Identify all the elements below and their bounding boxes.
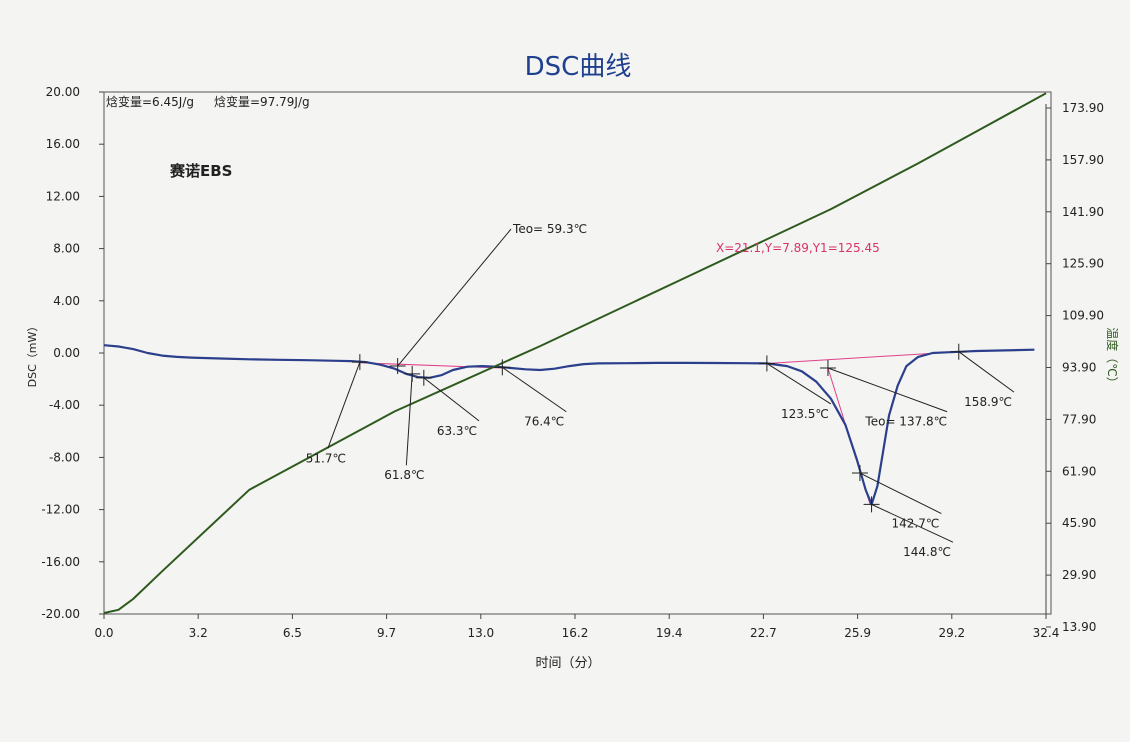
annotation-label: 158.9℃ <box>964 395 1012 409</box>
axes: 0.0 3.2 6.5 9.7 13.0 16.2 19.4 22.7 25.9 29.2 32.4… <box>41 85 1104 640</box>
y-tick-label: -20.00 <box>41 607 80 621</box>
y2-tick-label: 157.90 <box>1062 153 1104 167</box>
y-axis-label: DSC（mW） <box>26 321 39 388</box>
annotation-label: 142.7℃ <box>891 517 939 531</box>
x-tick-label: 9.7 <box>377 626 396 640</box>
y-tick-label: -16.00 <box>41 555 80 569</box>
x-tick-label: 3.2 <box>189 626 208 640</box>
y2-tick-label: 109.90 <box>1062 309 1104 323</box>
y-tick-label: -12.00 <box>41 503 80 517</box>
x-tick-label: 13.0 <box>467 626 494 640</box>
x-tick-label: 25.9 <box>844 626 871 640</box>
y-tick-label: 20.00 <box>46 85 80 99</box>
annotation-label: Teo= 59.3℃ <box>512 222 587 236</box>
y2-tick-label: 29.90 <box>1062 568 1096 582</box>
y2-tick-label: 45.90 <box>1062 516 1096 530</box>
x-tick-label: 22.7 <box>750 626 777 640</box>
y-tick-label: 8.00 <box>53 242 80 256</box>
x-tick-label: 32.4 <box>1033 626 1060 640</box>
dsc-curve <box>103 344 1035 506</box>
annotation-label: 123.5℃ <box>781 407 829 421</box>
y2-tick-label: 125.90 <box>1062 257 1104 271</box>
y-tick-label: 12.00 <box>46 189 80 203</box>
enthalpy-label-1: 焓变量=6.45J/g <box>106 94 194 109</box>
series-layer <box>103 92 1047 614</box>
y-tick-label: 0.00 <box>53 346 80 360</box>
x-tick-label: 6.5 <box>283 626 302 640</box>
y-tick-label: 4.00 <box>53 294 80 308</box>
x-tick-label: 19.4 <box>656 626 683 640</box>
sample-label: 赛诺EBS <box>169 162 232 180</box>
cursor-readout: X=21.1,Y=7.89,Y1=125.45 <box>716 241 880 255</box>
y2-axis-label: 温度（℃） <box>1105 327 1120 388</box>
annotation-label: 63.3℃ <box>437 424 477 438</box>
x-axis-label: 时间（分） <box>535 656 600 671</box>
enthalpy-label-2: 焓变量=97.79J/g <box>214 94 310 109</box>
annotation-leader <box>766 363 832 405</box>
annotation-leader <box>423 377 480 422</box>
annotation-leader <box>871 503 954 543</box>
y2-tick-label: 173.90 <box>1062 101 1104 115</box>
x-tick-label: 29.2 <box>938 626 965 640</box>
annotation-label: 144.8℃ <box>903 545 951 559</box>
annotation-label: 76.4℃ <box>524 415 564 429</box>
annotation-leader <box>502 366 567 413</box>
y2-tick-label: 13.90 <box>1062 620 1096 634</box>
annotation-label: 51.7℃ <box>306 451 346 465</box>
y-tick-label: -4.00 <box>49 398 80 412</box>
y2-tick-label: 61.90 <box>1062 464 1096 478</box>
temperature-curve <box>103 92 1047 614</box>
y2-tick-label: 93.90 <box>1062 361 1096 375</box>
y-tick-label: -8.00 <box>49 450 80 464</box>
y2-tick-label: 77.90 <box>1062 412 1096 426</box>
annotation-label: 61.8℃ <box>384 468 424 482</box>
y2-tick-label: 141.90 <box>1062 205 1104 219</box>
annotation-leader <box>859 472 942 514</box>
annotation-leader <box>827 367 948 413</box>
chart-title: DSC曲线 <box>525 52 632 82</box>
annotation-leader <box>958 351 1015 393</box>
annotation-leader <box>397 228 512 367</box>
annotation-layer: 51.7℃ Teo= 59.3℃ 61.8℃ 63.3℃ 76.4℃ 123.5℃ Teo=… <box>306 222 1015 559</box>
y-tick-label: 16.00 <box>46 137 80 151</box>
x-tick-label: 16.2 <box>562 626 589 640</box>
annotation-leader <box>405 373 413 466</box>
annotation-label: Teo= 137.8℃ <box>864 415 947 429</box>
x-tick-label: 0.0 <box>94 626 113 640</box>
annotation-leader <box>327 361 361 449</box>
